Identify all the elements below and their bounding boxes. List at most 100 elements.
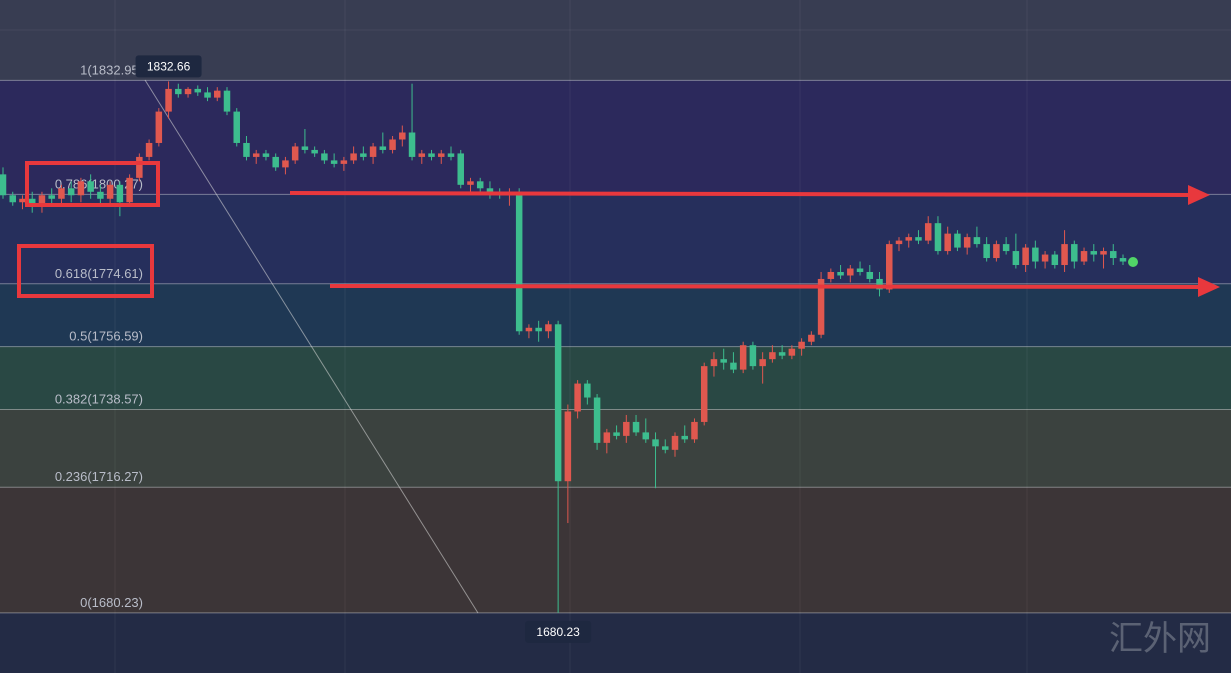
candle-body [145, 142, 153, 157]
candle-body [67, 188, 75, 196]
candle-body [447, 153, 455, 157]
candle-body [574, 383, 581, 412]
candle-body [934, 223, 942, 252]
candle-body [87, 181, 94, 192]
live-dot [1128, 257, 1138, 267]
candle-body [116, 184, 124, 203]
candle-body [350, 153, 357, 161]
candle-body [886, 244, 893, 290]
candle-body [535, 327, 542, 332]
candle-body [905, 237, 912, 241]
candle-body [399, 132, 406, 140]
candle-body [223, 90, 231, 112]
candle-body [827, 271, 835, 279]
candle-body [379, 146, 387, 150]
candle-body [1090, 251, 1098, 255]
candle-body [262, 153, 270, 157]
candle-body [175, 88, 182, 95]
candle-body [1071, 244, 1078, 262]
fib-label: 0.236(1716.27) [55, 469, 143, 484]
candle-body [19, 198, 26, 203]
fib-label: 0(1680.23) [80, 595, 143, 610]
fib-label: 0.5(1756.59) [69, 329, 143, 344]
band [0, 283, 1231, 347]
candle-body [428, 153, 435, 157]
candle-body [993, 244, 1000, 259]
candle-body [613, 432, 620, 436]
candle-body [603, 432, 611, 443]
band [0, 487, 1231, 613]
candle-body [194, 88, 202, 93]
candle-body [691, 421, 698, 440]
candle-body [165, 88, 172, 112]
candle-body [730, 362, 737, 370]
candle-body [0, 174, 7, 196]
candle-body [632, 421, 640, 433]
candle-body [311, 149, 318, 154]
arrow-head [1198, 277, 1220, 297]
candle-body [330, 160, 338, 164]
highlight-box [17, 244, 154, 298]
candle-body [954, 233, 961, 248]
candle-body [915, 237, 922, 241]
candle-body [515, 191, 523, 332]
arrow-line [289, 191, 1196, 197]
candle-body [136, 156, 143, 178]
candle-body [759, 359, 766, 367]
candle-body [963, 237, 971, 248]
callout-label: 1680.23 [536, 625, 580, 639]
candle-body [1002, 244, 1010, 252]
watermark: 汇外网 [1109, 619, 1211, 659]
candle-body [1022, 247, 1029, 266]
callouts: 1832.66 1680.23 [135, 55, 592, 643]
candle-body [866, 271, 874, 279]
highlight-annotations [17, 161, 1220, 298]
candle-body [593, 397, 601, 443]
candle-body [9, 195, 16, 203]
candle-body [77, 181, 85, 196]
candle-body [272, 156, 279, 168]
highlight-box [25, 161, 160, 207]
candle-body [418, 153, 426, 157]
fib-label: 0.382(1738.57) [55, 391, 143, 406]
candle-body [749, 345, 757, 367]
candle-body [1051, 254, 1059, 266]
candle-body [554, 324, 562, 482]
candle-body [720, 359, 727, 363]
candle-body [28, 198, 36, 206]
candle-body [652, 439, 659, 447]
candle-body [1119, 258, 1127, 262]
candle-body [48, 195, 55, 199]
fib-label: 1(1832.95) [80, 62, 143, 77]
candle-body [837, 271, 844, 276]
candle-body [282, 160, 289, 168]
candle-body [876, 278, 883, 290]
candle-body [778, 352, 786, 356]
candle-body [1061, 244, 1068, 266]
candle-body [700, 366, 708, 422]
candle-body [155, 111, 163, 143]
candle-body [301, 146, 309, 150]
arrow-head [1188, 185, 1210, 205]
candle-body [321, 153, 328, 161]
candle-body [1032, 247, 1039, 262]
candle-body [769, 352, 776, 360]
callout-box [525, 620, 592, 643]
candle-body [525, 327, 533, 332]
candle-body [1012, 251, 1020, 266]
candle-body [681, 435, 688, 440]
candles [0, 81, 1127, 613]
fib-trendline [144, 79, 479, 614]
candle-body [369, 146, 377, 157]
candle-body [856, 268, 864, 272]
callout-box [135, 55, 202, 78]
band [0, 80, 1231, 195]
candle-body [360, 153, 367, 157]
fib-label: 0.618(1774.61) [55, 266, 143, 281]
candle-body [584, 383, 591, 398]
candle-body [204, 92, 211, 98]
candle-body [817, 278, 825, 335]
candle-body [642, 432, 650, 440]
